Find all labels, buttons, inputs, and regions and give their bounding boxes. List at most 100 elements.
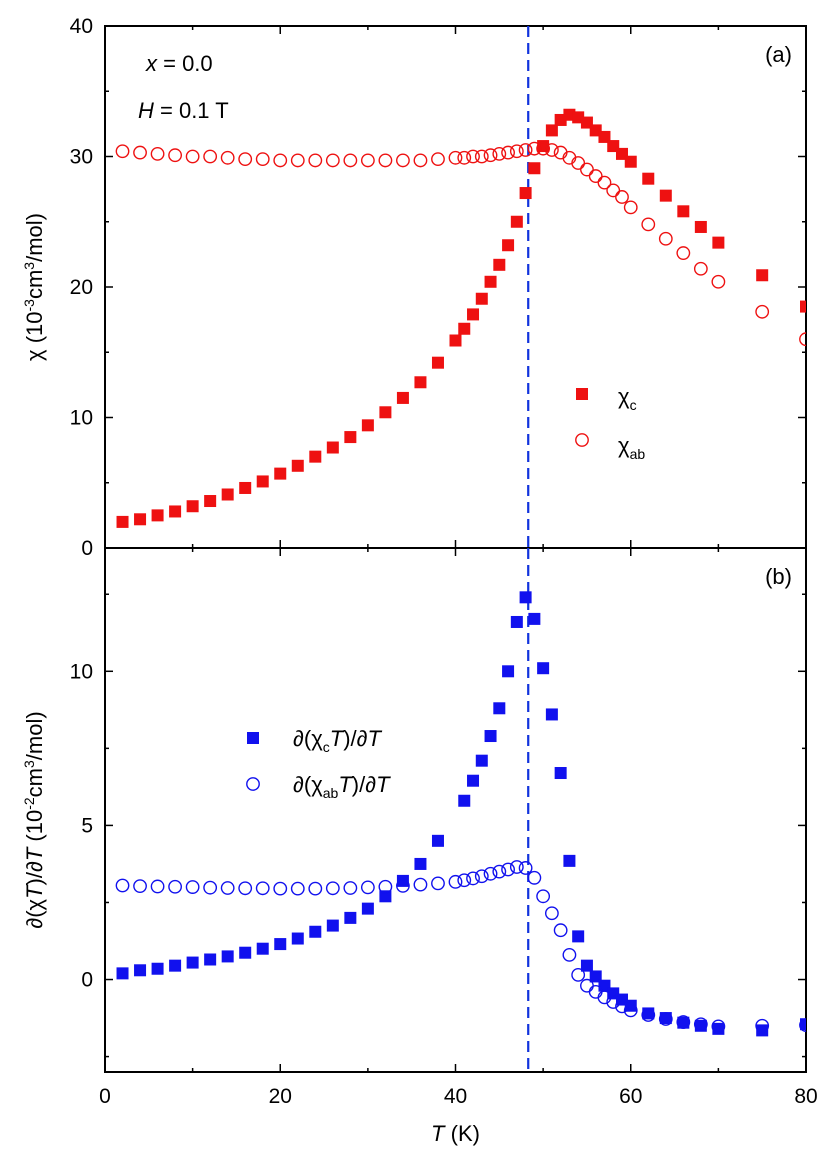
data-point-square xyxy=(484,730,497,743)
y-tick-label: 10 xyxy=(70,660,93,683)
data-point-circle xyxy=(273,153,288,168)
data-point-square xyxy=(134,964,147,977)
data-point-square xyxy=(239,946,252,959)
data-point-circle xyxy=(693,1017,708,1032)
data-point-square xyxy=(510,615,523,628)
panel-label: (b) xyxy=(765,564,792,589)
data-point-circle xyxy=(544,143,559,157)
data-point-square xyxy=(431,356,444,369)
data-point-circle xyxy=(133,145,147,160)
data-point-circle xyxy=(466,871,480,886)
data-point-circle xyxy=(457,150,472,165)
data-point-circle xyxy=(378,153,393,168)
data-point-square xyxy=(291,459,304,472)
data-point-square xyxy=(554,767,567,780)
x-tick-label: 60 xyxy=(619,1085,642,1108)
data-point-circle xyxy=(466,149,480,164)
panel-label: (a) xyxy=(765,42,792,67)
data-point-circle xyxy=(360,880,375,895)
data-point-square xyxy=(510,215,523,228)
data-point-square xyxy=(134,513,147,526)
data-point-circle xyxy=(448,150,463,165)
data-point-circle xyxy=(308,153,323,168)
y-axis-title: χ (10-3cm3/mol) xyxy=(21,213,47,361)
data-point-square xyxy=(519,187,532,200)
data-point-square xyxy=(694,220,707,233)
data-point-circle xyxy=(457,873,472,888)
data-point-circle xyxy=(360,153,375,168)
data-point-square xyxy=(414,376,427,389)
data-point-square xyxy=(475,292,488,305)
data-point-circle xyxy=(597,175,612,190)
data-point-circle xyxy=(501,145,515,160)
data-point-square xyxy=(545,708,558,721)
data-point-square xyxy=(309,450,322,463)
data-point-circle xyxy=(150,879,165,894)
data-point-square xyxy=(756,269,769,282)
data-point-circle xyxy=(711,274,726,289)
data-point-square xyxy=(458,322,471,335)
data-point-square xyxy=(502,665,515,678)
data-point-circle xyxy=(658,1012,673,1026)
data-point-circle xyxy=(255,881,270,896)
data-point-square xyxy=(642,172,655,185)
data-point-square xyxy=(204,953,217,966)
data-point-square xyxy=(484,275,497,288)
data-point-circle xyxy=(623,1003,638,1018)
data-point-circle xyxy=(413,153,428,168)
data-layer xyxy=(115,108,806,528)
data-point-circle xyxy=(483,148,498,163)
y-tick-label: 40 xyxy=(70,15,93,38)
data-point-circle xyxy=(518,861,533,875)
data-point-circle xyxy=(220,881,235,895)
data-point-square xyxy=(580,959,593,972)
data-point-circle xyxy=(676,246,691,260)
legend-marker-square xyxy=(247,732,259,744)
data-point-circle xyxy=(185,880,200,894)
data-point-circle xyxy=(799,332,806,347)
data-point-circle xyxy=(571,968,586,982)
data-point-circle xyxy=(641,217,656,232)
data-point-circle xyxy=(396,153,410,168)
composition-annotation: x = 0.0 xyxy=(145,51,213,76)
data-point-square xyxy=(431,834,444,847)
data-point-square xyxy=(694,1019,707,1032)
data-point-square xyxy=(467,774,480,787)
legend-b: ∂(χcT)/∂T ∂(χabT)/∂T xyxy=(246,726,391,801)
plot-frame-b xyxy=(104,547,807,1073)
data-point-circle xyxy=(343,153,358,168)
data-point-square xyxy=(589,970,602,983)
data-point-square xyxy=(186,956,199,969)
data-point-circle xyxy=(185,149,200,164)
data-point-square xyxy=(493,702,506,715)
data-point-square xyxy=(598,130,611,143)
data-point-square xyxy=(572,930,585,943)
data-point-square xyxy=(151,962,164,975)
data-point-circle xyxy=(615,190,629,204)
data-point-square xyxy=(414,857,427,870)
data-point-square xyxy=(361,419,374,432)
data-point-square xyxy=(326,441,339,454)
data-point-square xyxy=(396,391,409,404)
data-point-circle xyxy=(580,162,594,177)
data-point-square xyxy=(449,334,462,347)
data-point-circle xyxy=(597,990,612,1005)
data-point-square xyxy=(642,1007,655,1020)
data-point-square xyxy=(519,591,532,604)
x-axis-title: T (K) xyxy=(431,1121,480,1146)
data-point-square xyxy=(169,505,182,518)
data-point-square xyxy=(379,890,392,903)
data-point-circle xyxy=(325,153,340,168)
data-point-circle xyxy=(133,879,147,894)
data-point-circle xyxy=(255,152,270,167)
data-point-square xyxy=(274,467,287,480)
data-point-circle xyxy=(518,143,533,157)
series-c-a xyxy=(116,108,806,528)
data-point-square xyxy=(624,155,637,168)
data-point-square xyxy=(291,932,304,945)
data-point-circle xyxy=(290,881,305,896)
y-tick-label: 30 xyxy=(70,146,93,169)
data-point-square xyxy=(169,959,182,972)
